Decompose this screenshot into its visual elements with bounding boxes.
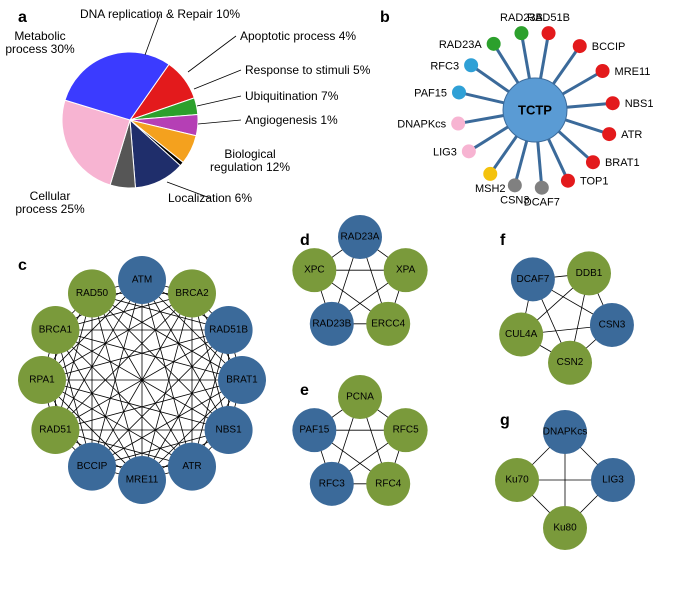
hub-node bbox=[602, 127, 616, 141]
hub-node bbox=[514, 26, 528, 40]
network-node-label: RAD51B bbox=[209, 325, 248, 336]
network-node-label: RFC4 bbox=[375, 478, 402, 489]
hub-node bbox=[596, 64, 610, 78]
network-node-label: PAF15 bbox=[299, 425, 329, 436]
panel_f-network: DDB1 CSN3 CSN2 CUL4A DCAF7 bbox=[499, 251, 634, 384]
pie-slice-label: Angiogenesis 1% bbox=[245, 113, 338, 127]
hub-node-label: RAD23A bbox=[439, 39, 482, 51]
pie-slice-label: Cellular bbox=[30, 189, 71, 203]
hub-node bbox=[535, 181, 549, 195]
hub-node-label: ATR bbox=[621, 129, 642, 141]
hub-node bbox=[573, 39, 587, 53]
hub-node-label: DNAPKcs bbox=[397, 119, 446, 131]
network-node-label: CUL4A bbox=[505, 329, 538, 340]
panel_d-network: RAD23A XPA ERCC4 RAD23B XPC bbox=[292, 215, 427, 346]
hub-node bbox=[452, 85, 466, 99]
network-node-label: PCNA bbox=[346, 392, 374, 403]
hub-node-label: LIG3 bbox=[433, 146, 457, 158]
hub-node-label: NBS1 bbox=[625, 98, 654, 110]
network-node-label: DDB1 bbox=[576, 268, 603, 279]
pie-slice-label: Biological bbox=[224, 147, 275, 161]
network-node-label: BRAT1 bbox=[226, 375, 258, 386]
network-node-label: MRE11 bbox=[126, 475, 159, 486]
hub-node bbox=[464, 58, 478, 72]
pie-slice-label: Metabolic bbox=[14, 29, 65, 43]
pie-slice-label: Localization 6% bbox=[168, 191, 252, 205]
pie-leader bbox=[194, 70, 241, 89]
hub-node bbox=[542, 26, 556, 40]
pie-slice-label: process 25% bbox=[15, 202, 85, 216]
pie-slice-label: Apoptotic process 4% bbox=[240, 29, 356, 43]
network-node-label: XPA bbox=[396, 265, 416, 276]
network-node-label: CSN3 bbox=[599, 319, 626, 330]
pie-slice-label: regulation 12% bbox=[210, 160, 290, 174]
hub-node-label: BCCIP bbox=[592, 41, 626, 53]
network-node-label: RAD50 bbox=[76, 288, 109, 299]
panel-label-b: b bbox=[380, 9, 390, 26]
hub-node bbox=[462, 144, 476, 158]
panel-label-f: f bbox=[500, 232, 506, 249]
hub-node-label: RFC3 bbox=[430, 60, 459, 72]
pie-leader bbox=[197, 96, 241, 106]
network-node-label: ATR bbox=[182, 461, 201, 472]
hub-node-label: MRE11 bbox=[615, 66, 651, 78]
hub-node bbox=[508, 178, 522, 192]
network-node-label: Ku70 bbox=[505, 475, 529, 486]
network-node-label: BRCA2 bbox=[175, 288, 209, 299]
network-node-label: RAD23A bbox=[341, 232, 380, 243]
panel-label-g: g bbox=[500, 412, 510, 429]
network-node-label: DNAPKcs bbox=[543, 427, 587, 438]
panel-label-d: d bbox=[300, 232, 310, 249]
network-edge bbox=[92, 330, 229, 467]
network-node-label: RPA1 bbox=[29, 375, 55, 386]
hub-node-label: RAD23B bbox=[500, 12, 543, 24]
network-node-label: RAD51 bbox=[39, 425, 72, 436]
pie-leader bbox=[188, 36, 236, 72]
panel_c-network: ATM BRCA2 RAD51B BRAT1 NBS1 ATR MRE11 BCCIP RAD5… bbox=[18, 256, 266, 504]
hub-node-label: MSH2 bbox=[475, 183, 506, 195]
network-node-label: NBS1 bbox=[216, 425, 243, 436]
hub-node bbox=[487, 37, 501, 51]
hub-center-label: TCTP bbox=[518, 103, 552, 118]
network-node-label: ATM bbox=[132, 275, 152, 286]
pie-slice-label: Response to stimuli 5% bbox=[245, 63, 371, 77]
pie-slice-label: Ubiquitination 7% bbox=[245, 89, 339, 103]
network-node-label: RFC3 bbox=[319, 478, 346, 489]
pie-leader bbox=[198, 120, 241, 124]
hub-node bbox=[483, 167, 497, 181]
hub-node-label: CSN3 bbox=[500, 194, 529, 206]
network-node-label: LIG3 bbox=[602, 475, 624, 486]
panel-label-e: e bbox=[300, 382, 309, 399]
network-node-label: CSN2 bbox=[557, 357, 584, 368]
hub-node-label: TOP1 bbox=[580, 176, 609, 188]
hub-node-label: BRAT1 bbox=[605, 157, 640, 169]
network-node-label: RFC5 bbox=[393, 425, 420, 436]
hub-node bbox=[451, 117, 465, 131]
hub-node-label: PAF15 bbox=[414, 87, 447, 99]
network-node-label: BRCA1 bbox=[39, 325, 73, 336]
pie-slice-label: process 30% bbox=[5, 42, 75, 56]
network-edge bbox=[55, 330, 192, 467]
hub-node bbox=[561, 174, 575, 188]
network-node-label: BCCIP bbox=[77, 461, 108, 472]
hub-node bbox=[586, 155, 600, 169]
panel_g-network: DNAPKcs LIG3 Ku80 Ku70 bbox=[495, 410, 635, 550]
panel_e-network: PCNA RFC5 RFC4 RFC3 PAF15 bbox=[292, 375, 427, 506]
pie-slice-label: DNA replication & Repair 10% bbox=[80, 7, 240, 21]
panel-b-hub: RAD51BBCCIPMRE11NBS1ATRBRAT1TOP1DCAF7CSN… bbox=[397, 12, 653, 209]
hub-node bbox=[606, 96, 620, 110]
figure-canvas: a b c d e f g DNA replication & Repair 10%Apopt… bbox=[0, 0, 684, 590]
network-node-label: DCAF7 bbox=[516, 274, 549, 285]
network-edge bbox=[92, 293, 229, 430]
panel-a-pie: DNA replication & Repair 10%Apoptotic pr… bbox=[5, 7, 370, 216]
network-node-label: XPC bbox=[304, 265, 325, 276]
network-edge bbox=[55, 293, 192, 430]
panel-label-c: c bbox=[18, 257, 27, 274]
network-node-label: RAD23B bbox=[312, 318, 351, 329]
network-node-label: ERCC4 bbox=[371, 318, 405, 329]
network-node-label: Ku80 bbox=[553, 523, 577, 534]
panel-label-a: a bbox=[18, 9, 27, 26]
